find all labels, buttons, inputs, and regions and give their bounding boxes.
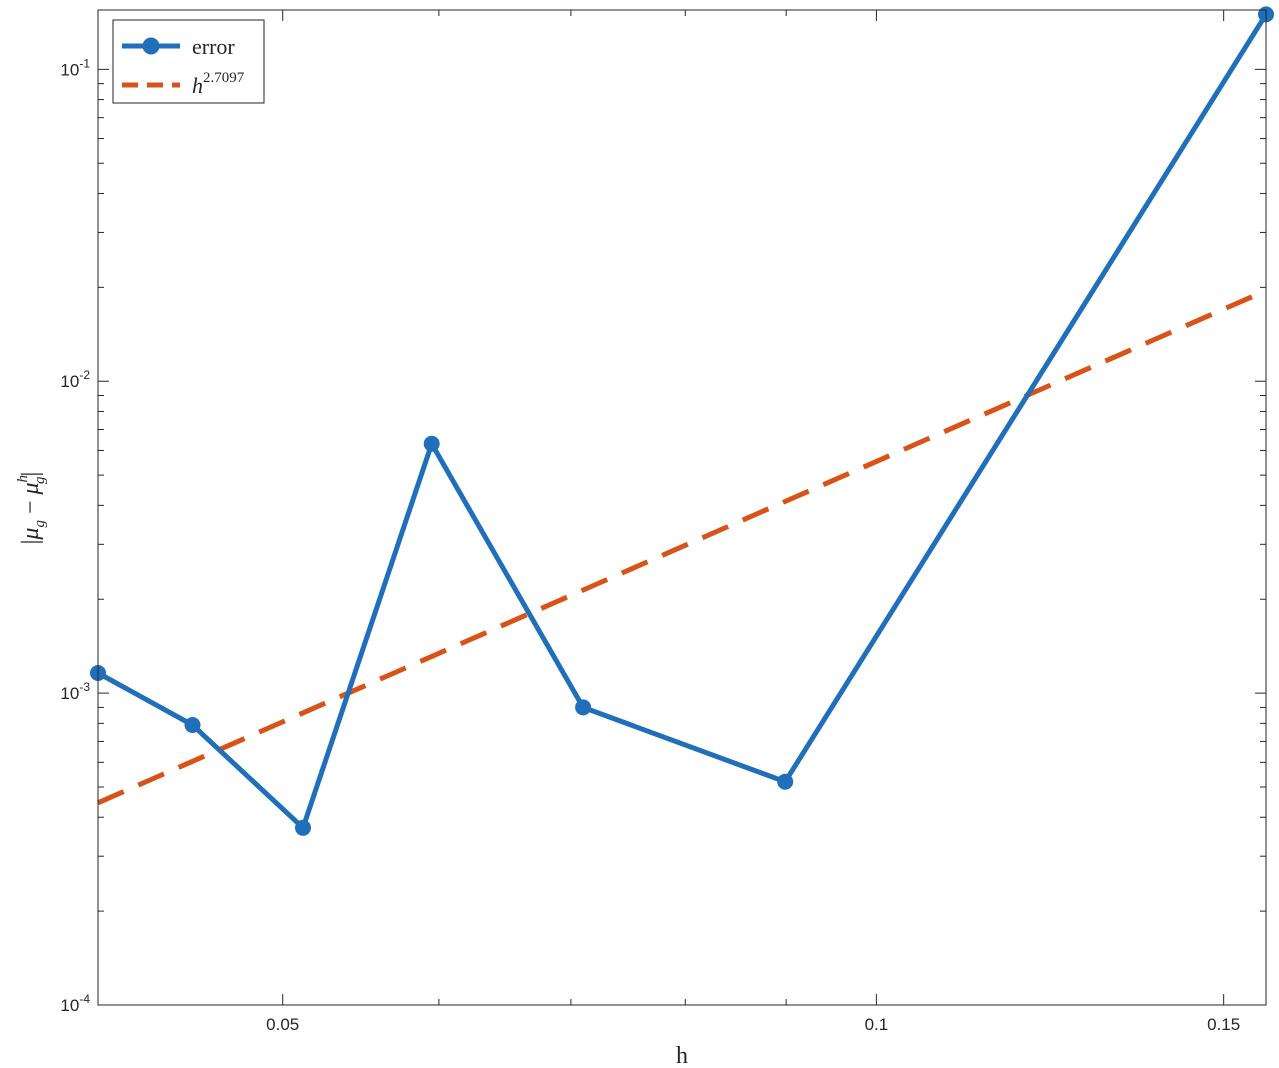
x-tick-label: 0.1 (865, 1015, 889, 1034)
legend: error h2.7097 (112, 19, 265, 104)
y-tick-label: 10-3 (60, 680, 90, 703)
y-tick-label: 10-2 (60, 368, 90, 391)
legend-box (112, 19, 265, 104)
plot-area (98, 10, 1266, 1005)
legend-error-marker (142, 37, 160, 55)
x-axis-title: h (676, 1043, 688, 1068)
legend-error-label: error (192, 34, 235, 59)
error-point (423, 435, 440, 452)
error-point (777, 773, 794, 790)
error-point (575, 699, 592, 716)
axis-ticks (98, 10, 1266, 1006)
x-tick-label: 0.15 (1207, 1015, 1240, 1034)
error-point (184, 717, 201, 733)
tick-labels: 0.05 0.1 0.15 10-4 10-3 10-2 10-1 (60, 56, 1240, 1034)
y-tick-label: 10-4 (60, 992, 90, 1015)
x-tick-label: 0.05 (266, 1015, 299, 1034)
y-axis-title: |μg − μhg| (15, 472, 48, 545)
error-point (295, 819, 311, 836)
fit-series-line (96, 288, 1268, 806)
legend-fit-label: h2.7097 (192, 70, 245, 98)
axes-box (97, 9, 1267, 1006)
y-tick-label: 10-1 (60, 56, 90, 79)
